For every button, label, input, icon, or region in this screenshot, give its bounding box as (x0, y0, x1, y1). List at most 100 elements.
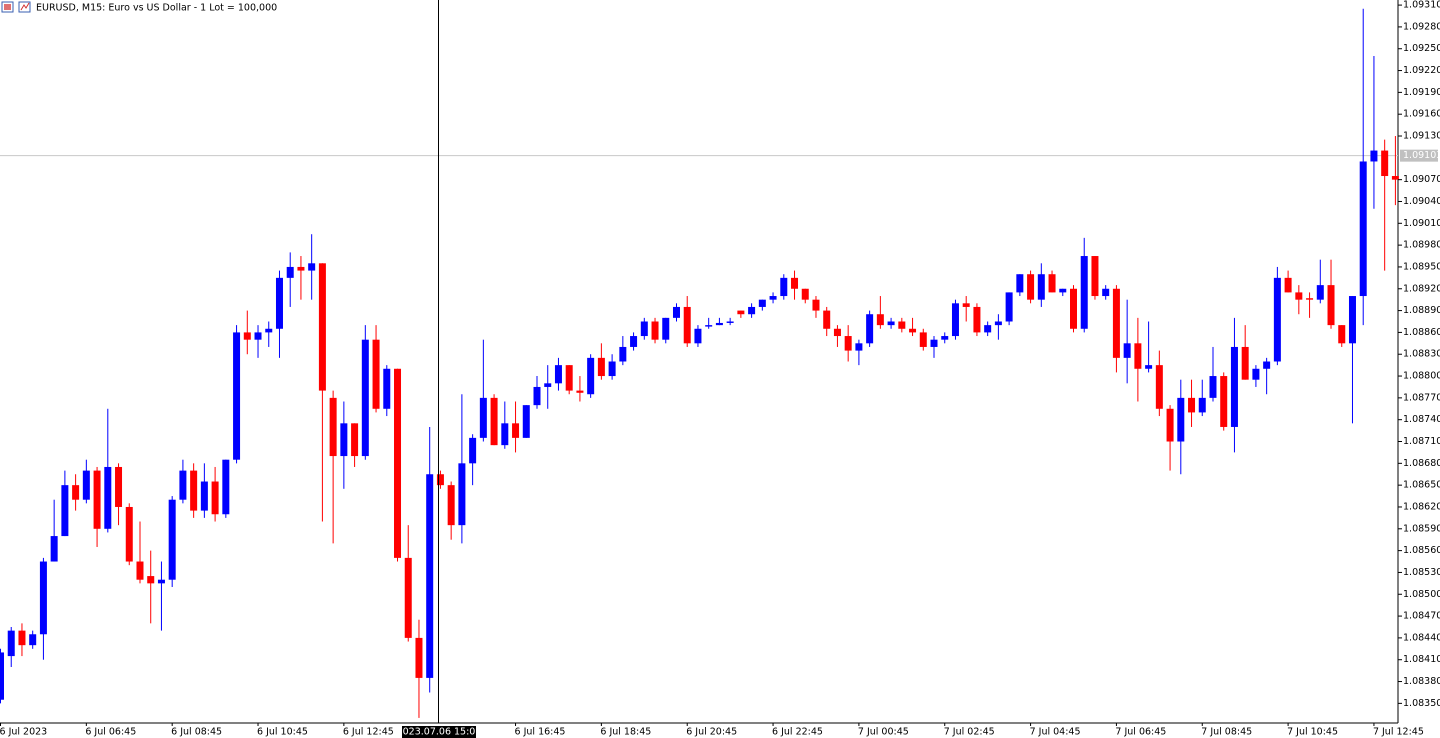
candle-body (308, 263, 316, 271)
candle-body (994, 321, 1002, 326)
x-tick-label: 7 Jul 04:45 (1030, 727, 1081, 738)
candle-body (490, 397, 498, 446)
y-tick-label: 1.08470 (1403, 611, 1440, 622)
candle-body (39, 561, 47, 635)
candle-body (82, 470, 90, 500)
candle-body (1134, 343, 1142, 369)
candle-body (951, 303, 959, 337)
y-tick-label: 1.08560 (1403, 545, 1440, 556)
y-tick-label: 1.09310 (1403, 0, 1440, 11)
candle-body (833, 328, 841, 337)
candle-body (404, 557, 412, 638)
x-tick-label: 7 Jul 06:45 (1115, 727, 1166, 738)
y-tick-label: 1.08920 (1403, 283, 1440, 294)
candle-body (554, 365, 562, 384)
candle-body (726, 321, 734, 323)
candle-body (222, 459, 230, 515)
price-label-box (1400, 149, 1438, 162)
x-tick-label: 6 Jul 22:45 (772, 727, 823, 738)
candle-body (984, 325, 992, 333)
candle-body (1316, 285, 1324, 300)
candle-body (7, 630, 15, 657)
candle-body (672, 306, 680, 318)
candle-body (737, 310, 745, 315)
candle-body (1273, 277, 1281, 362)
candle-body (1348, 296, 1356, 344)
y-tick-label: 1.08410 (1403, 654, 1440, 665)
candle-body (50, 536, 58, 562)
y-tick-label: 1.09040 (1403, 196, 1440, 207)
crosshair-label-box (402, 726, 476, 738)
y-tick-label: 1.08950 (1403, 261, 1440, 272)
candle-body (265, 328, 273, 333)
candle-body (1359, 161, 1367, 297)
candle-body (780, 277, 788, 297)
y-tick-label: 1.08500 (1403, 589, 1440, 600)
y-tick-label: 1.08980 (1403, 240, 1440, 251)
candle-body (758, 299, 766, 307)
candle-body (447, 485, 455, 526)
candle-body (1295, 292, 1303, 300)
candle-body (1080, 256, 1088, 329)
y-tick-label: 1.08740 (1403, 414, 1440, 425)
candle-body (651, 321, 659, 340)
candle-body (104, 466, 112, 529)
candle-body (318, 263, 326, 391)
candle-body (372, 339, 380, 409)
candle-body (1306, 298, 1314, 300)
candle-body (898, 321, 906, 329)
candle-body (1338, 325, 1346, 344)
candle-body (930, 339, 938, 347)
candle-body (941, 336, 949, 340)
candle-body (1166, 408, 1174, 442)
candle-body (919, 332, 927, 347)
candle-body (394, 368, 402, 558)
x-tick-label: 6 Jul 16:45 (515, 727, 566, 738)
candle-body (640, 321, 648, 337)
candle-body (576, 390, 584, 393)
x-tick-label: 7 Jul 00:45 (858, 727, 909, 738)
candle-body (1091, 256, 1099, 297)
candle-body (522, 405, 530, 438)
x-tick-label: 6 Jul 08:45 (171, 727, 222, 738)
candle-body (662, 317, 670, 340)
x-tick-label: 6 Jul 18:45 (600, 727, 651, 738)
candle-body (801, 288, 809, 300)
y-tick-label: 1.08440 (1403, 632, 1440, 643)
y-tick-label: 1.08590 (1403, 523, 1440, 534)
candle-body (1230, 346, 1238, 427)
candle-body (200, 481, 208, 511)
x-tick-label: 7 Jul 10:45 (1287, 727, 1338, 738)
x-tick-label: 7 Jul 08:45 (1201, 727, 1252, 738)
candle-body (823, 310, 831, 329)
icon (20, 2, 30, 11)
candle-body (1102, 288, 1110, 297)
candle-body (1112, 288, 1120, 358)
candle-body (190, 470, 198, 511)
candle-body (426, 474, 434, 678)
x-tick-label: 7 Jul 02:45 (944, 727, 995, 738)
candle-body (168, 499, 176, 580)
candle-body (147, 576, 155, 584)
icon (18, 1, 31, 13)
candle-body (876, 314, 884, 326)
x-tick-label: 6 Jul 2023 (0, 727, 47, 738)
y-tick-label: 1.09070 (1403, 174, 1440, 185)
candle-body (1177, 397, 1185, 442)
candle-body (340, 423, 348, 457)
candle-body (1370, 150, 1378, 162)
candle-body (855, 343, 863, 351)
candle-body (715, 322, 723, 326)
candle-body (1059, 288, 1067, 293)
candle-body (1070, 288, 1077, 329)
candle-body (61, 485, 69, 537)
y-tick-label: 1.09190 (1403, 87, 1440, 98)
y-tick-label: 1.08770 (1403, 392, 1440, 403)
candle-body (619, 346, 627, 362)
candle-body (1391, 176, 1399, 180)
y-tick-label: 1.08800 (1403, 371, 1440, 382)
candle-body (1220, 376, 1228, 427)
candle-body (479, 397, 487, 438)
candle-body (1155, 365, 1163, 409)
y-tick-label: 1.08890 (1403, 305, 1440, 316)
